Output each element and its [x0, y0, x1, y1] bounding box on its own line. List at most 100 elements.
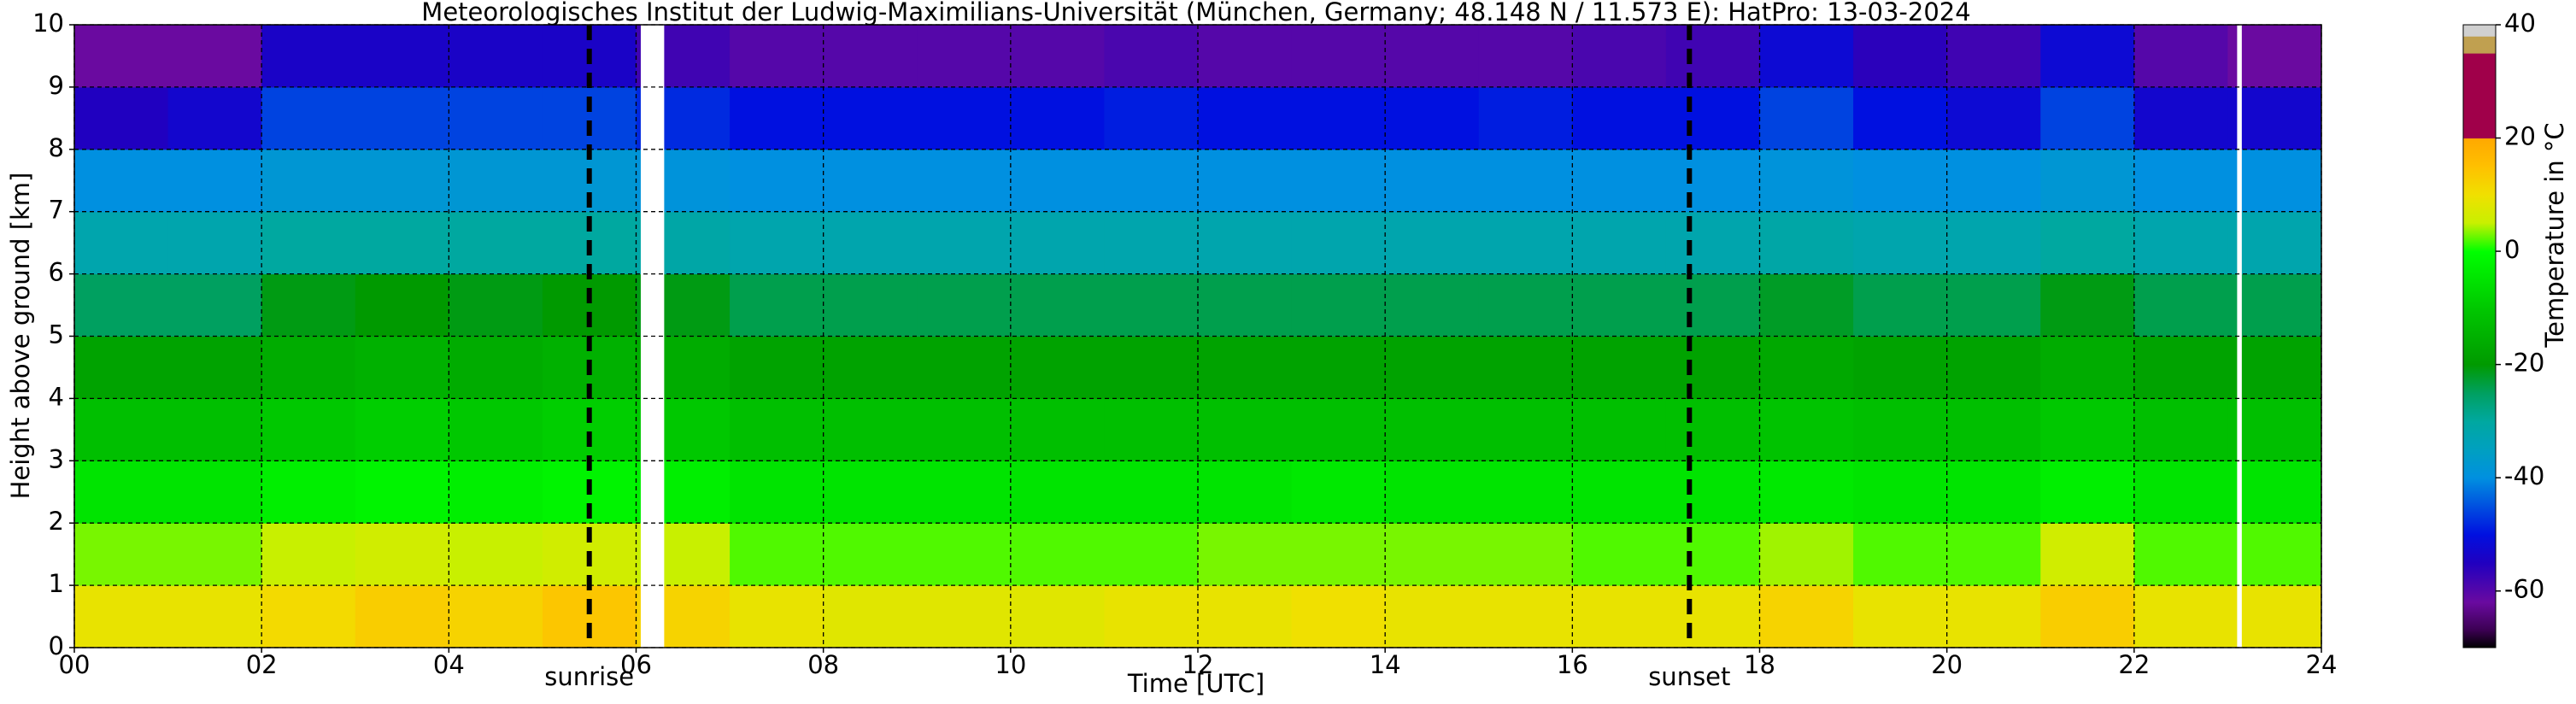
heat-cell	[1385, 461, 1480, 524]
heat-cell	[1853, 336, 1948, 399]
heat-cell	[1478, 273, 1573, 337]
heat-cell	[1478, 585, 1573, 648]
heat-cell	[730, 86, 824, 150]
heat-cell	[1385, 86, 1480, 150]
heat-cell	[2227, 585, 2322, 648]
heat-cell	[1665, 211, 1760, 275]
colorbar-segment	[2463, 364, 2496, 394]
heat-cell	[355, 585, 449, 648]
colorbar-tick-label: 20	[2504, 122, 2536, 151]
heat-cell	[167, 398, 262, 461]
heat-cell	[1385, 149, 1480, 213]
heat-cell	[1478, 211, 1573, 275]
heat-cell	[1665, 336, 1760, 399]
heat-cell	[1665, 585, 1760, 648]
colorbar-tick-label: -20	[2504, 349, 2544, 378]
heat-cell	[823, 25, 918, 88]
heat-cell	[1572, 86, 1667, 150]
heat-cell	[1104, 86, 1199, 150]
heat-cell	[1291, 25, 1386, 88]
event-label: sunrise	[544, 662, 634, 691]
heat-cell	[2227, 273, 2322, 337]
colorbar-segment	[2463, 420, 2496, 450]
y-tick-label: 10	[32, 9, 64, 38]
heat-cell	[261, 25, 356, 88]
heat-cell	[1198, 86, 1293, 150]
heat-cell	[1104, 398, 1199, 461]
heat-cell	[1759, 273, 1854, 337]
heat-cell	[730, 273, 824, 337]
heat-cell	[1291, 273, 1386, 337]
heat-cell	[823, 211, 918, 275]
colorbar-segment	[2463, 631, 2496, 648]
colorbar-segment	[2463, 534, 2496, 564]
heat-cell	[2227, 149, 2322, 213]
heat-cell	[1946, 336, 2041, 399]
colorbar-segment	[2463, 222, 2496, 252]
heat-cell	[1759, 25, 1854, 88]
plot-frame	[73, 24, 2322, 648]
event-label: sunset	[1648, 662, 1730, 691]
heat-cell	[1010, 461, 1105, 524]
x-tick-label: 02	[246, 650, 278, 679]
heat-cell	[1572, 523, 1667, 586]
heat-cell	[1104, 585, 1199, 648]
heat-cell	[355, 273, 449, 337]
heat-cell	[1759, 336, 1854, 399]
heat-cell	[1385, 398, 1480, 461]
heat-cell	[823, 398, 918, 461]
heat-cell	[730, 461, 824, 524]
colorbar-segment	[2463, 251, 2496, 308]
heat-cell	[2040, 398, 2135, 461]
heat-cell	[355, 149, 449, 213]
chart-title: Meteorologisches Institut der Ludwig-Max…	[421, 0, 1970, 26]
heat-cell	[1946, 86, 2041, 150]
x-tick-label: 12	[1182, 650, 1214, 679]
heat-cell	[355, 398, 449, 461]
x-tick-label: 04	[433, 650, 465, 679]
heat-cell	[1946, 461, 2041, 524]
heat-cell	[2040, 25, 2135, 88]
heat-cell	[1010, 398, 1105, 461]
heat-cell	[74, 273, 169, 337]
heat-cell	[1291, 523, 1386, 586]
heat-cell	[355, 211, 449, 275]
heat-cell	[355, 86, 449, 150]
heat-cell	[823, 523, 918, 586]
heat-cell	[74, 25, 169, 88]
heat-cell	[261, 523, 356, 586]
heat-cell	[167, 25, 262, 88]
heat-cell	[730, 25, 824, 88]
heat-cell	[1385, 523, 1480, 586]
heat-cell	[823, 86, 918, 150]
y-tick-label: 9	[49, 71, 64, 100]
heat-cell	[917, 86, 1012, 150]
y-axis-label: Height above ground [km]	[6, 173, 35, 500]
heat-cell	[542, 585, 637, 648]
heat-cell	[261, 211, 356, 275]
heat-cell	[449, 86, 543, 150]
y-tick-label: 0	[49, 631, 64, 660]
heat-cell	[917, 273, 1012, 337]
heat-cell	[1478, 523, 1573, 586]
heat-cell	[1198, 336, 1293, 399]
heat-cell	[1010, 336, 1105, 399]
heat-cell	[1478, 461, 1573, 524]
heat-cell	[917, 336, 1012, 399]
heat-cell	[1946, 585, 2041, 648]
heat-cell	[74, 398, 169, 461]
heat-cell	[1010, 149, 1105, 213]
heat-cell	[1478, 86, 1573, 150]
heat-cell	[449, 273, 543, 337]
heat-cell	[1478, 149, 1573, 213]
heat-cell	[167, 86, 262, 150]
heat-cell	[449, 585, 543, 648]
heat-cell	[1291, 398, 1386, 461]
heat-cell	[1291, 86, 1386, 150]
heat-cell	[1478, 398, 1573, 461]
heat-cell	[2133, 585, 2228, 648]
heat-cell	[1198, 523, 1293, 586]
heat-cell	[2040, 211, 2135, 275]
heat-cell	[2133, 273, 2228, 337]
